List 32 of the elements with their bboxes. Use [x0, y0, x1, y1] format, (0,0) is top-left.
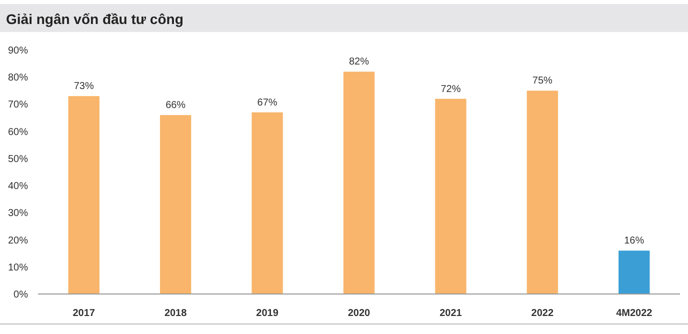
x-tick-label: 2021 [440, 308, 462, 319]
bar [435, 98, 466, 294]
y-tick-label: 30% [8, 208, 28, 220]
x-tick-label: 2019 [256, 308, 279, 319]
data-label: 16% [624, 236, 644, 247]
data-label: 72% [440, 84, 461, 95]
y-tick-label: 80% [8, 72, 28, 84]
y-tick-label: 10% [8, 262, 28, 274]
y-tick-label: 60% [8, 126, 28, 138]
bar [252, 112, 283, 294]
y-tick-label: 90% [8, 46, 28, 56]
data-label: 67% [257, 97, 278, 108]
bar [160, 115, 192, 294]
x-tick-label: 4M2022 [616, 308, 653, 319]
x-tick-label: 2022 [531, 308, 554, 319]
bar [618, 250, 650, 294]
bar [343, 72, 375, 294]
y-tick-label: 0% [14, 290, 28, 300]
y-tick-label: 20% [8, 235, 28, 246]
bar [526, 90, 558, 294]
x-tick-label: 2020 [348, 308, 371, 319]
chart-title: Giải ngân vốn đầu tư công [6, 11, 184, 27]
bar [68, 96, 100, 294]
x-tick-label: 2018 [164, 308, 188, 319]
x-tick-label: 2017 [72, 308, 96, 319]
y-tick-label: 70% [8, 100, 28, 111]
data-label: 66% [166, 100, 186, 112]
data-label: 82% [348, 56, 370, 68]
y-tick-label: 50% [8, 154, 28, 165]
y-tick-label: 40% [8, 181, 28, 192]
data-label: 73% [74, 81, 94, 92]
data-label: 75% [532, 76, 553, 87]
